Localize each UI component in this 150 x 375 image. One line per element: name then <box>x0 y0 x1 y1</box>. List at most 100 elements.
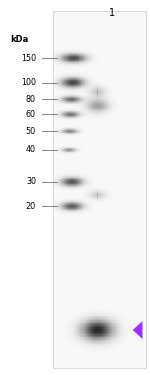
Bar <box>106 336 107 337</box>
Bar <box>69 172 70 173</box>
Bar <box>75 85 76 86</box>
Bar <box>86 177 87 178</box>
Bar <box>105 95 106 96</box>
Bar <box>73 65 74 66</box>
Bar <box>87 83 88 84</box>
Bar <box>59 52 60 53</box>
Bar <box>68 334 69 336</box>
Bar <box>52 62 53 63</box>
Bar <box>90 202 91 203</box>
Bar <box>114 320 115 322</box>
Bar <box>79 212 80 213</box>
Bar <box>91 340 92 341</box>
Bar <box>77 98 78 99</box>
Bar <box>84 98 85 99</box>
Bar <box>77 188 78 189</box>
Bar <box>68 175 69 176</box>
Bar <box>73 58 74 59</box>
Bar <box>96 333 98 334</box>
Bar <box>103 92 104 93</box>
Bar <box>106 191 107 192</box>
Bar <box>77 178 78 179</box>
Bar <box>110 106 111 108</box>
Bar <box>109 337 110 338</box>
Bar <box>87 319 88 320</box>
Bar <box>83 207 84 208</box>
Bar <box>73 88 74 89</box>
Bar <box>124 334 125 336</box>
Bar <box>76 80 77 81</box>
Bar <box>79 174 80 175</box>
Bar <box>49 84 50 85</box>
Bar <box>60 178 61 179</box>
Bar <box>89 102 90 103</box>
Bar <box>108 93 109 94</box>
Bar <box>117 333 118 334</box>
Bar <box>59 183 60 184</box>
Bar <box>70 93 71 94</box>
Bar <box>122 336 123 337</box>
Bar <box>69 336 70 337</box>
Bar <box>107 341 108 343</box>
Bar <box>100 317 101 319</box>
Bar <box>65 113 66 114</box>
Bar <box>88 337 89 338</box>
Bar <box>65 207 66 208</box>
Bar <box>88 175 89 176</box>
Bar <box>90 337 91 338</box>
Bar <box>92 203 93 204</box>
Bar <box>101 111 102 112</box>
Bar <box>50 81 51 82</box>
Bar <box>95 197 96 198</box>
Bar <box>112 322 114 323</box>
Bar <box>69 187 70 188</box>
Bar <box>93 52 94 53</box>
Bar <box>57 59 58 60</box>
Bar <box>83 78 84 79</box>
Bar <box>67 209 68 210</box>
Bar <box>64 94 65 95</box>
Bar <box>67 115 68 116</box>
Bar <box>79 95 80 96</box>
Bar <box>80 181 81 182</box>
Bar <box>100 111 101 112</box>
Bar <box>76 323 77 324</box>
Bar <box>118 336 119 337</box>
Bar <box>63 90 64 91</box>
Bar <box>96 57 97 58</box>
Bar <box>50 79 51 80</box>
Bar <box>103 197 104 198</box>
Bar <box>60 74 61 75</box>
Bar <box>72 58 73 59</box>
Bar <box>90 93 91 94</box>
Bar <box>103 333 104 334</box>
Bar <box>108 113 109 114</box>
Bar <box>69 116 70 117</box>
Bar <box>53 207 54 208</box>
Bar <box>52 186 53 187</box>
Bar <box>72 319 73 320</box>
Bar <box>62 181 63 182</box>
Bar <box>65 189 66 190</box>
Bar <box>92 113 93 114</box>
Bar <box>85 180 86 181</box>
Bar <box>76 211 77 212</box>
Bar <box>106 96 107 97</box>
Bar <box>99 113 100 114</box>
Bar <box>79 57 80 58</box>
Bar <box>103 323 104 324</box>
Bar <box>79 62 80 63</box>
Bar <box>63 81 64 82</box>
Bar <box>96 313 98 315</box>
Bar <box>101 333 102 334</box>
Bar <box>115 334 116 336</box>
Bar <box>66 54 67 55</box>
Bar <box>110 110 111 111</box>
Bar <box>92 186 93 187</box>
Bar <box>67 181 68 182</box>
Bar <box>67 211 68 212</box>
Bar <box>110 193 111 194</box>
Bar <box>75 96 76 97</box>
Bar <box>50 54 51 55</box>
Bar <box>125 334 126 336</box>
